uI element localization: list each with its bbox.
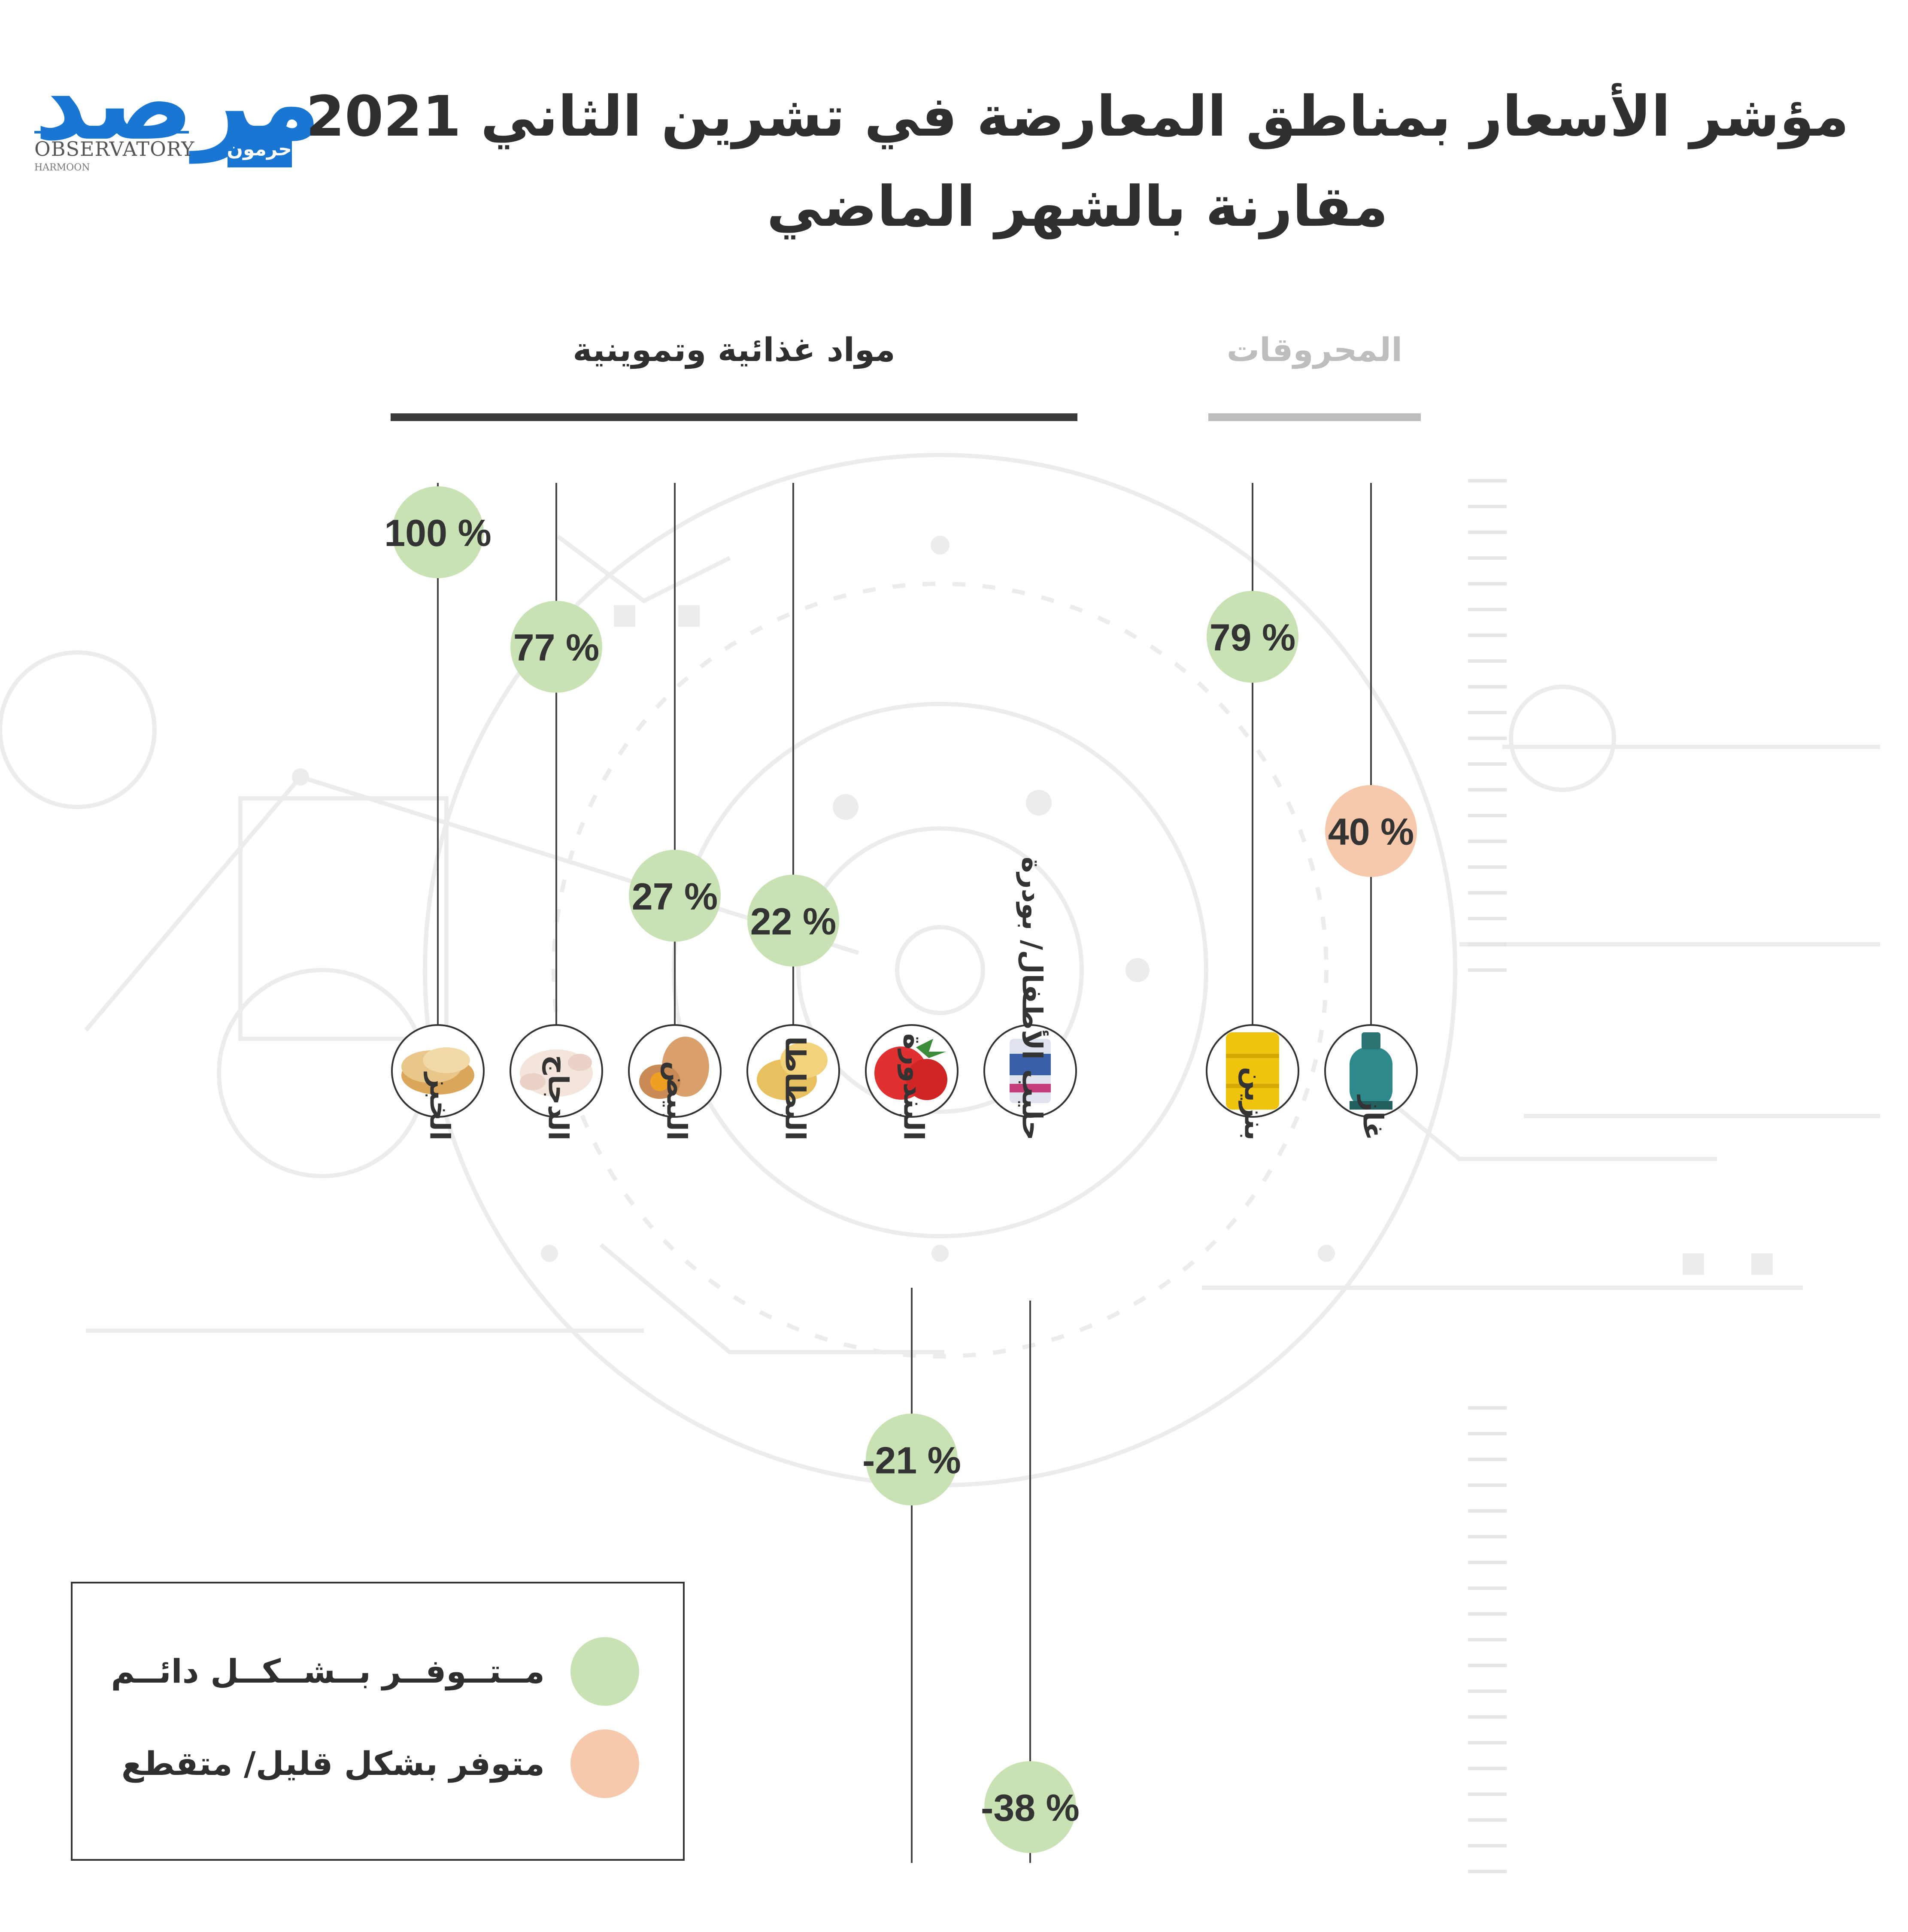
- fuel-group-label: المحروقات: [1226, 331, 1403, 369]
- legend-item-available: مــتــوفــر بــشــكــل دائــم: [73, 1635, 686, 1708]
- chart-item: 79 % بنزين: [1206, 483, 1299, 1140]
- value-label: -38 %: [981, 1786, 1080, 1829]
- value-bubble: [1325, 785, 1417, 877]
- legend-swatch-scarce: [570, 1729, 639, 1798]
- logo-sub-label: حرمون: [227, 131, 292, 167]
- petrol-barrel-icon: [1226, 1032, 1279, 1110]
- value-label: 100 %: [384, 512, 491, 554]
- gas-cylinder-icon: [1350, 1032, 1392, 1110]
- value-bubble: [866, 1413, 958, 1506]
- legend-item-scarce: متوفر بشكل قليل/ متقطع: [73, 1727, 686, 1800]
- chart-item: -38 % حليب الأطفال/ بودرة: [981, 857, 1080, 1863]
- logo-observatory-text: OBSERVATORY: [34, 137, 195, 161]
- category-label: البندورة: [897, 1033, 929, 1140]
- eggs-icon: [639, 1037, 709, 1099]
- logo-harmoon-text: HARMOON: [34, 162, 90, 173]
- value-label: 22 %: [750, 900, 837, 943]
- logo-underline: [34, 131, 189, 133]
- value-label: 79 %: [1210, 616, 1296, 659]
- category-label: الدجاج: [542, 1055, 573, 1140]
- baby-milk-icon: [1010, 1039, 1051, 1103]
- category-label: حليب الأطفال/ بودرة: [1016, 857, 1049, 1140]
- food-group-bar: [391, 413, 1077, 421]
- legend: مــتــوفــر بــشــكــل دائــم متوفر بشكل…: [71, 1582, 685, 1861]
- chart-item: 100 % الخبز: [384, 483, 491, 1140]
- value-label: 40 %: [1328, 810, 1414, 853]
- value-label: 27 %: [632, 875, 718, 918]
- page-subtitle: مقارنة بالشهر الماضي: [767, 174, 1388, 239]
- value-bubble: [1207, 591, 1298, 683]
- category-label: الخبز: [423, 1071, 455, 1140]
- chart-item: 40 % غاز: [1324, 483, 1418, 1140]
- value-bubble: [392, 486, 484, 578]
- chart-item: 22 % البطاطا: [746, 483, 840, 1140]
- chicken-icon: [520, 1049, 593, 1097]
- value-label: 77 %: [513, 626, 600, 669]
- bread-icon: [401, 1047, 474, 1095]
- chart-item: -21 % البندورة: [862, 1024, 961, 1863]
- value-bubble: [747, 874, 839, 967]
- value-bubble: [629, 849, 721, 942]
- value-bubble: [510, 601, 602, 693]
- value-bubble: [984, 1761, 1076, 1853]
- category-label: البطاطا: [779, 1036, 810, 1140]
- observatory-logo: مرصد OBSERVATORY حرمون HARMOON: [34, 52, 325, 173]
- tomato-icon: [874, 1039, 947, 1100]
- category-label: غاز: [1356, 1094, 1388, 1140]
- fuel-group-bar: [1208, 413, 1421, 421]
- category-label: البيض: [660, 1061, 692, 1140]
- legend-label-available: مــتــوفــر بــشــكــل دائــم: [111, 1652, 545, 1690]
- legend-swatch-available: [570, 1637, 639, 1706]
- page-title: مؤشر الأسعار بمناطق المعارضة في تشرين ال…: [306, 84, 1849, 149]
- chart-item: 27 % البيض: [628, 483, 722, 1140]
- chart-item: 77 % الدجاج: [510, 483, 603, 1140]
- value-label: -21 %: [862, 1439, 961, 1481]
- food-group-label: مواد غذائية وتموينية: [573, 331, 895, 369]
- legend-label-scarce: متوفر بشكل قليل/ متقطع: [121, 1744, 545, 1783]
- category-label: بنزين: [1238, 1067, 1270, 1140]
- potato-icon: [757, 1042, 828, 1100]
